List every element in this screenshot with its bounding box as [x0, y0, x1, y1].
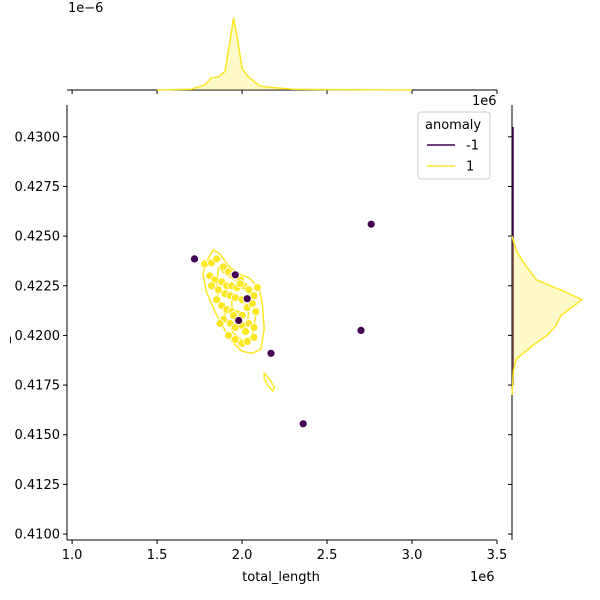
- point-anomaly-neg1: [356, 325, 366, 335]
- main-axes: [66, 105, 497, 541]
- right-density-fill: [512, 236, 582, 395]
- x-tick-label: 3.5: [487, 548, 508, 563]
- y-axis-label: _: [0, 336, 12, 344]
- x-tick-label: 2.0: [232, 548, 253, 563]
- x-axis-label: total_length: [242, 570, 320, 585]
- point-anomaly-neg1: [298, 419, 308, 429]
- axis-ticks: 1.0 1.5 2.0 2.5 3.0 3.5 0.4100 0.4125 0.4150 0.41…: [15, 130, 508, 563]
- x-offset-label: 1e6: [470, 570, 495, 585]
- y-tick-label: 0.4125: [15, 478, 61, 493]
- legend-entry-neg1: -1: [466, 139, 479, 154]
- y-tick-label: 0.4175: [15, 379, 61, 394]
- y-tick-label: 0.4275: [15, 180, 61, 195]
- scatter-points: [190, 219, 376, 429]
- point-anomaly-pos1: [252, 283, 262, 293]
- legend-title: anomaly: [425, 118, 481, 133]
- legend: anomaly -1 1: [417, 111, 491, 180]
- point-anomaly-pos1: [242, 336, 252, 346]
- y-tick-label: 0.4225: [15, 279, 61, 294]
- point-anomaly-neg1: [242, 294, 252, 304]
- x-tick-label: 2.5: [317, 548, 338, 563]
- point-anomaly-pos1: [241, 326, 250, 336]
- point-anomaly-neg1: [234, 316, 244, 325]
- point-anomaly-pos1: [249, 332, 259, 342]
- point-anomaly-pos1: [230, 334, 240, 344]
- point-anomaly-pos1: [212, 295, 222, 305]
- point-anomaly-neg1: [266, 348, 276, 358]
- x-tick-label: 3.0: [402, 548, 423, 563]
- x-tick-label: 1.5: [147, 548, 168, 563]
- y-tick-label: 0.4200: [15, 329, 61, 344]
- kde-contour: [202, 248, 265, 355]
- legend-entry-pos1: 1: [466, 160, 474, 175]
- point-anomaly-neg1: [366, 219, 376, 229]
- point-anomaly-pos1: [207, 281, 216, 291]
- point-anomaly-pos1: [251, 307, 261, 317]
- point-anomaly-pos1: [213, 285, 223, 295]
- top-marginal-density: [67, 17, 498, 94]
- point-anomaly-pos1: [215, 319, 225, 328]
- right-marginal-density: [508, 105, 584, 540]
- point-anomaly-pos1: [212, 254, 222, 264]
- right-density-line: [511, 235, 584, 396]
- kde-contour: [263, 371, 276, 393]
- top-density-line: [157, 17, 413, 91]
- point-anomaly-pos1: [249, 323, 259, 332]
- y-tick-label: 0.4100: [15, 528, 61, 543]
- point-anomaly-neg1: [230, 270, 240, 280]
- top-offset-label: 1e−6: [68, 1, 103, 16]
- y-tick-label: 0.4250: [15, 230, 61, 245]
- point-anomaly-neg1: [190, 254, 199, 264]
- y-offset-label: 1e6: [472, 94, 497, 109]
- top-density-fill: [157, 18, 412, 90]
- y-tick-label: 0.4300: [15, 130, 61, 145]
- x-tick-label: 1.0: [62, 548, 83, 563]
- point-anomaly-pos1: [235, 279, 245, 289]
- point-anomaly-pos1: [224, 330, 233, 340]
- y-tick-label: 0.4150: [15, 428, 61, 443]
